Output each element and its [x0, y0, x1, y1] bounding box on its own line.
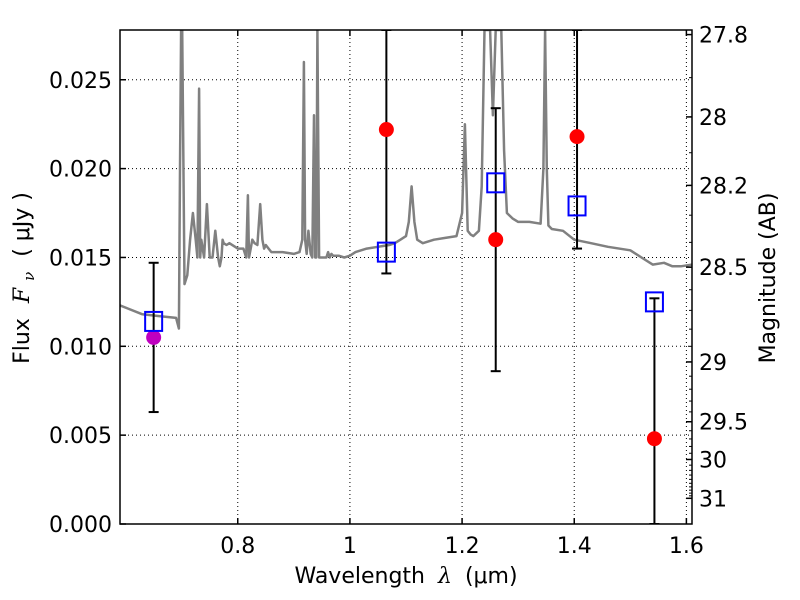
- axes-layer: 0.8 1 1.2 1.4 1.6 0.000 0.005 0.010 0.015 0.020 0.…: [49, 24, 748, 559]
- x-axis-title: Wavelength λ (μm): [294, 564, 517, 589]
- y-tick-label: 0.000: [49, 513, 112, 538]
- model-point: [376, 241, 396, 263]
- y-tick-label: 0.005: [49, 424, 112, 449]
- x-tick-label: 1.4: [557, 534, 592, 559]
- y-axis-symbol: F: [10, 287, 35, 304]
- data-point: [146, 329, 162, 345]
- plot-area: [120, 30, 692, 524]
- y-axis-label: Flux: [10, 318, 35, 364]
- labels-layer: Wavelength λ (μm) Flux F ν ( μJy ) Magni…: [10, 192, 781, 589]
- model-point: [486, 172, 506, 194]
- data-point: [646, 431, 662, 447]
- y-axis-unit: ( μJy ): [10, 192, 35, 257]
- y2-tick-label: 28.5: [699, 256, 748, 281]
- data-point: [488, 232, 504, 248]
- x-axis-symbol: λ: [437, 564, 452, 589]
- x-tick-label: 1: [343, 534, 357, 559]
- y2-axis-title: Magnitude (AB): [756, 193, 781, 364]
- y-tick-label: 0.020: [49, 158, 112, 183]
- y2-tick-label: 29: [699, 351, 727, 376]
- series-layer: [120, 30, 692, 524]
- y-tick-label: 0.025: [49, 69, 112, 94]
- y-axis-title: Flux F ν ( μJy ): [10, 192, 40, 364]
- y-tick-label: 0.015: [49, 246, 112, 271]
- model-point: [144, 310, 164, 332]
- x-tick-label: 1.6: [669, 534, 704, 559]
- model-point: [567, 195, 587, 217]
- spectrum-line: [120, 30, 692, 330]
- y2-tick-label: 30: [699, 448, 727, 473]
- y-tick-label: 0.010: [49, 335, 112, 360]
- x-axis-unit: (μm): [465, 564, 518, 589]
- plot-frame: [119, 29, 693, 525]
- y2-tick-label: 27.8: [699, 24, 748, 49]
- data-point: [378, 122, 394, 138]
- x-axis-label: Wavelength: [294, 564, 425, 589]
- y-axis-subscript: ν: [20, 272, 38, 281]
- y2-tick-label: 28: [699, 106, 727, 131]
- x-tick-label: 1.2: [445, 534, 480, 559]
- x-tick-label: 0.8: [220, 534, 255, 559]
- y2-tick-label: 29.5: [699, 411, 748, 436]
- data-point: [569, 129, 585, 145]
- model-point: [644, 291, 664, 313]
- y2-tick-label: 31: [699, 487, 727, 512]
- grid: [120, 30, 692, 525]
- y2-tick-label: 28.2: [699, 174, 748, 199]
